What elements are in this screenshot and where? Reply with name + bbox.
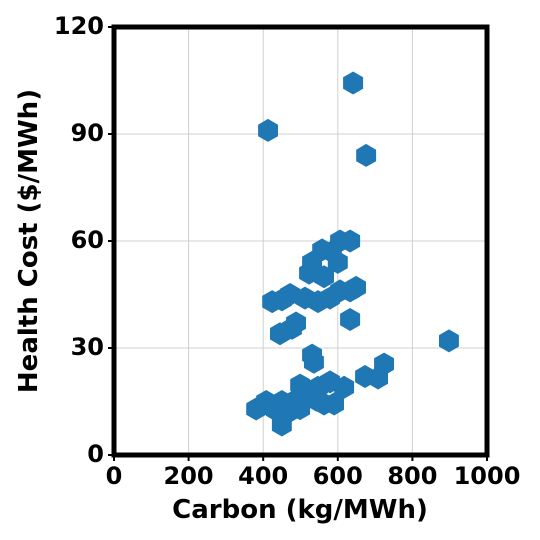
point — [270, 322, 290, 346]
x-tick-label: 200 — [164, 462, 214, 490]
point — [314, 265, 334, 289]
point — [439, 329, 459, 353]
point — [304, 350, 324, 374]
y-tick-label: 90 — [71, 119, 104, 147]
point — [343, 71, 364, 95]
y-tick-label: 0 — [87, 440, 104, 468]
point — [340, 308, 361, 331]
y-tick-label: 30 — [71, 333, 104, 361]
y-axis-label: Health Cost ($/MWh) — [14, 89, 44, 393]
x-tick-label: 800 — [387, 462, 437, 490]
point — [290, 373, 311, 397]
point — [327, 250, 348, 274]
y-tick-label: 60 — [71, 226, 104, 254]
point — [246, 397, 267, 421]
point — [258, 118, 278, 142]
point — [265, 398, 286, 422]
plot-frame — [111, 24, 490, 458]
point — [271, 288, 292, 312]
x-tick-label: 1000 — [454, 462, 521, 490]
point — [324, 392, 344, 416]
x-tick-label: 400 — [238, 462, 288, 490]
x-tick-label: 0 — [106, 462, 123, 490]
point — [356, 143, 377, 167]
x-axis-label: Carbon (kg/MWh) — [172, 495, 428, 525]
x-tick-label: 600 — [313, 462, 363, 490]
point — [340, 279, 361, 303]
y-tick-label: 120 — [54, 12, 104, 40]
point — [355, 365, 375, 388]
point — [290, 397, 311, 421]
